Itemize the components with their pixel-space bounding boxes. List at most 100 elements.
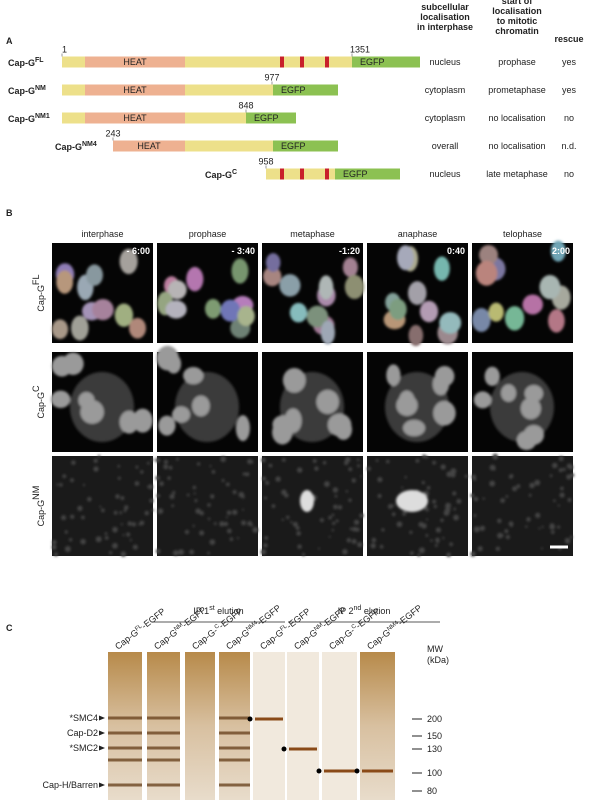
noise bbox=[164, 464, 167, 468]
nucleus bbox=[289, 302, 308, 323]
elution-label: IP 2nd elution bbox=[338, 605, 391, 616]
column-header: to mitotic bbox=[497, 16, 538, 26]
noise bbox=[350, 528, 353, 531]
noise bbox=[446, 471, 453, 478]
noise bbox=[332, 521, 336, 525]
noise bbox=[567, 498, 572, 502]
nucleus bbox=[408, 324, 424, 347]
noise bbox=[194, 499, 198, 503]
nucleus bbox=[397, 245, 414, 271]
band-dot bbox=[316, 768, 322, 774]
nucleus bbox=[220, 299, 241, 322]
noise bbox=[209, 465, 212, 468]
noise bbox=[482, 497, 485, 500]
cells bbox=[272, 367, 353, 445]
noise bbox=[232, 490, 237, 495]
noise bbox=[157, 510, 160, 513]
nucleus bbox=[70, 315, 89, 341]
nucleus bbox=[432, 373, 450, 396]
noise bbox=[178, 549, 184, 555]
noise bbox=[446, 552, 451, 558]
noise bbox=[140, 470, 144, 474]
noise bbox=[328, 515, 332, 520]
noise bbox=[211, 469, 216, 474]
nucleus bbox=[192, 395, 210, 417]
noise bbox=[242, 472, 246, 476]
nucleus bbox=[475, 260, 498, 286]
noise bbox=[432, 499, 437, 504]
noise bbox=[281, 458, 286, 462]
mw-title: (kDa) bbox=[427, 655, 449, 665]
nucleus bbox=[433, 256, 450, 281]
noise bbox=[534, 479, 541, 486]
noise bbox=[560, 486, 564, 491]
noise bbox=[80, 538, 86, 545]
noise bbox=[450, 468, 457, 475]
noise bbox=[449, 542, 453, 547]
noise bbox=[331, 513, 335, 517]
noise bbox=[559, 492, 565, 498]
nucleus bbox=[265, 253, 281, 272]
noise bbox=[207, 551, 210, 555]
construct-name: Cap-GNM bbox=[8, 85, 46, 96]
gel-band bbox=[147, 716, 180, 720]
cells bbox=[157, 258, 255, 339]
text-part: IP 1 bbox=[193, 606, 209, 616]
nucleus bbox=[407, 281, 427, 305]
noise bbox=[359, 513, 364, 518]
noise bbox=[108, 551, 113, 555]
gel-lane bbox=[253, 652, 285, 800]
noise bbox=[120, 496, 125, 501]
noise bbox=[62, 474, 67, 479]
nucleus bbox=[279, 274, 301, 297]
text-part: Cap-G bbox=[55, 142, 82, 152]
noise bbox=[440, 518, 444, 523]
motif bbox=[325, 56, 329, 68]
motif bbox=[280, 168, 284, 180]
noise bbox=[213, 522, 217, 526]
micrograph bbox=[472, 456, 573, 556]
band-arrow bbox=[99, 715, 105, 721]
noise bbox=[87, 496, 92, 502]
noise bbox=[525, 525, 528, 528]
noise bbox=[452, 491, 457, 496]
nucleus bbox=[488, 302, 504, 322]
noise bbox=[334, 494, 338, 498]
construct-name: Cap-GC bbox=[205, 169, 237, 180]
noise bbox=[370, 543, 376, 549]
gel-band bbox=[108, 758, 142, 762]
noise bbox=[184, 529, 190, 535]
nucleus bbox=[520, 397, 542, 420]
noise bbox=[332, 487, 339, 493]
noise bbox=[132, 544, 138, 550]
noise bbox=[492, 453, 499, 460]
noise bbox=[192, 485, 197, 490]
noise bbox=[262, 476, 266, 481]
nucleus bbox=[282, 367, 306, 393]
noise bbox=[101, 508, 105, 513]
text-part: NM bbox=[173, 622, 184, 632]
noise bbox=[77, 505, 83, 512]
noise bbox=[139, 520, 145, 526]
phase-label: prophase bbox=[189, 229, 227, 239]
motif bbox=[280, 56, 284, 68]
noise bbox=[93, 466, 99, 472]
noise bbox=[493, 456, 496, 459]
noise bbox=[516, 484, 521, 489]
band-arrow bbox=[99, 745, 105, 751]
construct-property: cytoplasm bbox=[425, 113, 466, 123]
noise bbox=[535, 512, 541, 519]
nucleus bbox=[484, 366, 500, 387]
noise bbox=[473, 496, 479, 502]
heat-domain bbox=[85, 84, 185, 96]
noise bbox=[159, 481, 164, 486]
noise bbox=[242, 508, 245, 511]
noise bbox=[360, 475, 363, 478]
noise bbox=[163, 459, 169, 464]
noise bbox=[505, 495, 509, 498]
nucleus bbox=[500, 384, 517, 402]
gel-band bbox=[108, 746, 142, 750]
time-label: - 6:00 bbox=[126, 246, 150, 256]
noise bbox=[422, 454, 426, 459]
cells bbox=[260, 457, 364, 557]
